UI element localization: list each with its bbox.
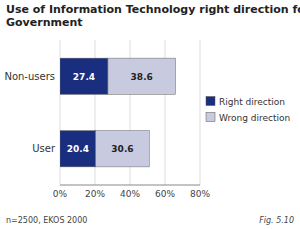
x-tick-label: 40% bbox=[120, 189, 140, 199]
y-tick-label: User bbox=[32, 143, 56, 154]
data-label: 30.6 bbox=[111, 144, 133, 154]
legend-label: Wrong direction bbox=[219, 113, 290, 123]
bar bbox=[60, 131, 96, 167]
y-tick-label: Non-users bbox=[4, 71, 55, 82]
annotation: n=2500, EKOS 2000 bbox=[6, 216, 87, 225]
data-label: 20.4 bbox=[67, 144, 89, 154]
x-tick-label: 60% bbox=[155, 189, 175, 199]
chart-container: Use of Information Technology right dire… bbox=[0, 0, 300, 229]
legend-label: Right direction bbox=[219, 97, 285, 107]
bar bbox=[96, 131, 150, 167]
bars bbox=[60, 58, 176, 167]
title: Use of Information Technology right dire… bbox=[6, 3, 300, 29]
data-label: 38.6 bbox=[131, 72, 153, 82]
bar bbox=[60, 58, 108, 94]
x-tick-label: 0% bbox=[53, 189, 68, 199]
legend-swatch bbox=[206, 97, 215, 106]
legend-swatch bbox=[206, 113, 215, 122]
x-tick-label: 80% bbox=[190, 189, 210, 199]
x-axis-line bbox=[60, 185, 200, 186]
bar bbox=[108, 58, 176, 94]
data-label: 27.4 bbox=[73, 72, 95, 82]
annotation: Fig. 5.10 bbox=[259, 216, 294, 225]
chart-svg: Use of Information Technology right dire… bbox=[0, 0, 300, 229]
x-tick-label: 20% bbox=[85, 189, 105, 199]
grid-line bbox=[200, 40, 201, 185]
